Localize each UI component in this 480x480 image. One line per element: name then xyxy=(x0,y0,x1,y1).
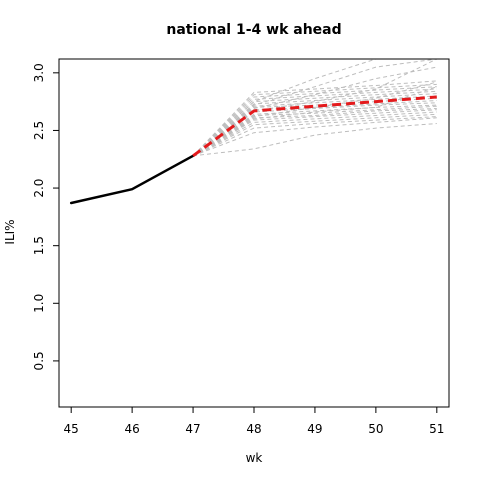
x-tick-label: 48 xyxy=(246,422,261,436)
y-tick-label: 2.5 xyxy=(32,121,46,140)
ensemble-forecast-line xyxy=(192,86,437,157)
ensemble-forecast-line xyxy=(192,81,437,157)
y-tick-label: 2.0 xyxy=(32,179,46,198)
x-tick-label: 49 xyxy=(307,422,322,436)
x-tick-label: 50 xyxy=(368,422,383,436)
ensemble-forecast-line xyxy=(192,90,437,157)
median-forecast-series xyxy=(192,95,437,158)
ensemble-forecast-line xyxy=(193,123,437,157)
ensemble-forecast-line xyxy=(192,113,437,157)
ensemble-forecast-line xyxy=(192,109,437,157)
y-axis: 0.5 1.0 1.5 2.0 2.5 3.0 xyxy=(32,63,59,370)
ensemble-forecasts xyxy=(192,58,438,157)
median-forecast-line xyxy=(192,95,437,158)
chart-title: national 1-4 wk ahead xyxy=(166,22,341,38)
ensemble-forecast-line xyxy=(192,117,437,157)
ensemble-forecast-line xyxy=(192,83,437,157)
ensemble-forecast-line xyxy=(192,80,437,157)
ensemble-forecast-line xyxy=(192,105,437,157)
y-tick-label: 1.0 xyxy=(32,294,46,313)
x-tick-label: 47 xyxy=(185,422,200,436)
observed-line xyxy=(69,154,195,205)
y-tick-label: 1.5 xyxy=(32,236,46,255)
ensemble-forecast-line xyxy=(192,116,437,157)
y-axis-label: ILI% xyxy=(3,219,17,244)
plot-area xyxy=(69,58,438,205)
ensemble-forecast-line xyxy=(192,104,437,157)
ensemble-forecast-line xyxy=(192,111,437,157)
x-tick-label: 51 xyxy=(429,422,444,436)
y-tick-label: 0.5 xyxy=(32,351,46,370)
ensemble-forecast-line xyxy=(192,88,437,157)
x-axis: 45 46 47 48 49 50 51 xyxy=(64,407,444,436)
x-axis-label: wk xyxy=(246,451,263,465)
observed-series xyxy=(69,154,195,205)
ensemble-forecast-line xyxy=(192,95,437,157)
x-tick-label: 46 xyxy=(124,422,139,436)
x-tick-label: 45 xyxy=(64,422,79,436)
y-tick-label: 3.0 xyxy=(32,63,46,82)
ensemble-forecast-line xyxy=(192,66,437,157)
ensemble-forecast-line xyxy=(192,93,437,157)
ensemble-forecast-line xyxy=(192,58,437,157)
